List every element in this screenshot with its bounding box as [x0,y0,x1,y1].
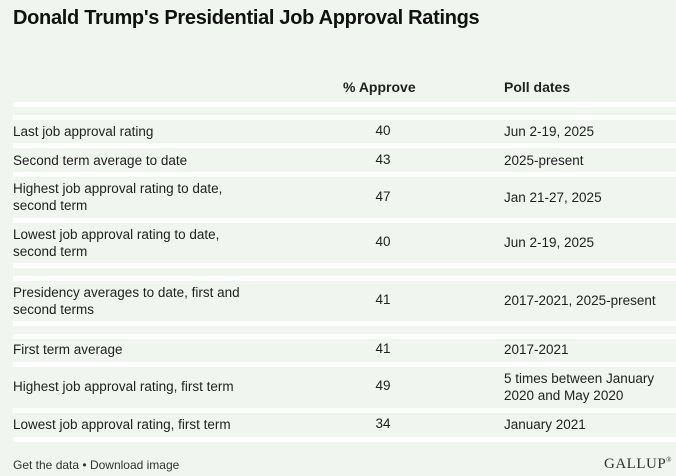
approve-value: 40 [375,123,391,138]
row-label: Presidency averages to date, first and s… [13,285,240,317]
row-label: First term average [13,342,123,357]
chart-title: Donald Trump's Presidential Job Approval… [13,7,480,29]
approve-value: 41 [375,341,391,356]
row-divider [13,102,676,107]
poll-dates: 2017-2021, 2025-present [504,293,656,308]
poll-dates: 2025-present [504,153,584,168]
approve-value: 41 [375,292,391,307]
row-label: Last job approval rating [13,124,154,139]
row-divider [13,143,676,148]
poll-dates: Jan 21-27, 2025 [504,190,602,205]
row-divider [13,408,676,413]
footer-separator: • [82,458,87,472]
row-divider [13,362,676,367]
row-divider [13,263,676,268]
column-header-approve: % Approve [343,79,416,95]
row-label: Lowest job approval rating to date, seco… [13,227,220,259]
download-image-link[interactable]: Download image [89,458,180,472]
approve-value: 49 [375,378,391,393]
approve-value: 47 [375,189,391,204]
column-header-poll-dates: Poll dates [504,79,571,95]
row-divider [13,276,676,281]
row-label: Highest job approval rating to date, sec… [13,181,223,213]
registered-mark: ® [666,456,672,464]
get-data-link[interactable]: Get the data [13,458,80,472]
poll-dates: Jun 2-19, 2025 [504,124,595,139]
poll-dates: 2017-2021 [504,342,569,357]
poll-dates: Jun 2-19, 2025 [504,235,595,250]
poll-dates: January 2021 [504,417,586,432]
approve-value: 43 [375,152,391,167]
gallup-logo: GALLUP® [604,456,672,473]
row-label: Lowest job approval rating, first term [13,417,231,432]
poll-dates: 5 times between January 2020 and May 202… [504,371,655,403]
row-label: Highest job approval rating, first term [13,379,234,394]
footer: Get the data • Download image [13,458,179,472]
row-divider [13,218,676,223]
row-divider [13,172,676,177]
approve-value: 34 [375,416,391,431]
row-divider [13,437,676,442]
row-divider [13,115,676,120]
logo-text: GALLUP [604,456,667,472]
row-label: Second term average to date [13,153,188,168]
row-divider [13,334,676,339]
row-divider [13,321,676,326]
approve-value: 40 [375,234,391,249]
